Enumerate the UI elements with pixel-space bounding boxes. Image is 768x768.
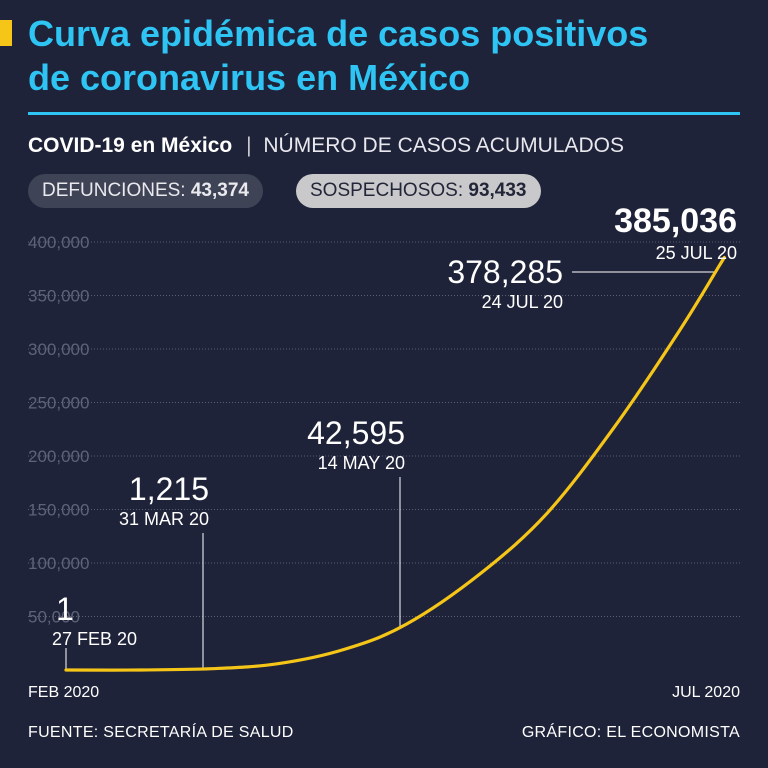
annotation-date: 14 MAY 20 xyxy=(318,453,405,473)
marker-layer xyxy=(65,271,717,670)
defunciones-value: 43,374 xyxy=(190,180,249,201)
source-note: FUENTE: SECRETARÍA DE SALUD xyxy=(28,724,294,741)
annotation-date: 31 MAR 20 xyxy=(119,509,209,529)
subtitle-bold: COVID-19 en México xyxy=(28,134,233,157)
title-line-1: Curva epidémica de casos positivos xyxy=(28,13,649,54)
y-tick-label: 100,000 xyxy=(28,554,89,573)
accent-bar xyxy=(0,20,12,46)
subtitle-separator: | xyxy=(246,134,252,157)
line-layer xyxy=(64,255,726,672)
y-tick-label: 50,000 xyxy=(28,608,80,627)
label-layer: 50,000 100,000 150,000 200,000 250,000 300,00… xyxy=(28,202,740,701)
y-tick-label: 300,000 xyxy=(28,340,89,359)
y-tick-label: 400,000 xyxy=(28,233,89,252)
annotation-value: 42,595 xyxy=(307,415,405,451)
chart-subtitle: COVID-19 en México | NÚMERO DE CASOS ACU… xyxy=(28,134,624,158)
annotation-date: 25 JUL 20 xyxy=(656,243,737,263)
series-line xyxy=(64,255,726,672)
defunciones-badge: DEFUNCIONES: 43,374 xyxy=(28,174,263,208)
annotation-date: 27 FEB 20 xyxy=(52,629,137,649)
y-tick-label: 350,000 xyxy=(28,287,89,306)
annotation-value: 378,285 xyxy=(447,254,563,290)
sospechosos-value: 93,433 xyxy=(468,180,527,201)
defunciones-label: DEFUNCIONES: xyxy=(42,180,186,201)
credit-note: GRÁFICO: EL ECONOMISTA xyxy=(521,724,740,741)
subtitle-rest: NÚMERO DE CASOS ACUMULADOS xyxy=(263,134,624,157)
page-title: Curva epidémica de casos positivos de co… xyxy=(28,12,748,100)
title-line-2: de coronavirus en México xyxy=(28,57,471,98)
annotation-date: 24 JUL 20 xyxy=(482,292,563,312)
y-tick-label: 150,000 xyxy=(28,501,89,520)
x-tick-label: JUL 2020 xyxy=(672,684,740,701)
sospechosos-badge: SOSPECHOSOS: 93,433 xyxy=(296,174,541,208)
y-tick-label: 200,000 xyxy=(28,447,89,466)
annotation-value: 1 xyxy=(56,591,74,627)
annotation-value: 1,215 xyxy=(129,471,209,507)
sospechosos-label: SOSPECHOSOS: xyxy=(310,180,464,201)
x-tick-label: FEB 2020 xyxy=(28,684,99,701)
title-divider xyxy=(28,112,740,115)
y-tick-label: 250,000 xyxy=(28,394,89,413)
annotation-value: 385,036 xyxy=(614,202,737,240)
